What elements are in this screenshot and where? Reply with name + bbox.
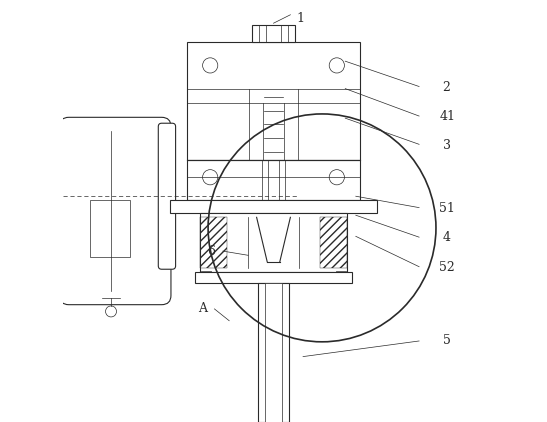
Bar (201, 271, 211, 280)
Bar (187, 42, 360, 160)
Bar (170, 200, 377, 213)
Text: 52: 52 (439, 261, 455, 273)
Bar (90, 200, 130, 257)
Circle shape (202, 58, 218, 73)
Circle shape (202, 170, 218, 185)
Text: 5: 5 (443, 335, 451, 347)
Bar (320, 217, 347, 268)
Bar (258, 283, 289, 422)
Text: 6: 6 (207, 246, 215, 258)
Bar (187, 160, 360, 200)
FancyBboxPatch shape (60, 117, 171, 305)
Circle shape (329, 58, 345, 73)
Text: 2: 2 (443, 81, 451, 94)
Text: A: A (198, 303, 207, 315)
Bar (200, 217, 227, 268)
FancyBboxPatch shape (158, 123, 176, 269)
Text: 41: 41 (439, 111, 455, 123)
Circle shape (329, 170, 345, 185)
Circle shape (106, 306, 117, 317)
Text: 3: 3 (443, 139, 451, 151)
Text: 4: 4 (443, 231, 451, 244)
Bar (252, 25, 295, 42)
Bar (200, 213, 347, 272)
Bar (336, 271, 346, 280)
Text: 51: 51 (439, 202, 455, 214)
Bar (265, 283, 282, 422)
Bar (195, 272, 352, 283)
Text: 1: 1 (297, 12, 305, 24)
